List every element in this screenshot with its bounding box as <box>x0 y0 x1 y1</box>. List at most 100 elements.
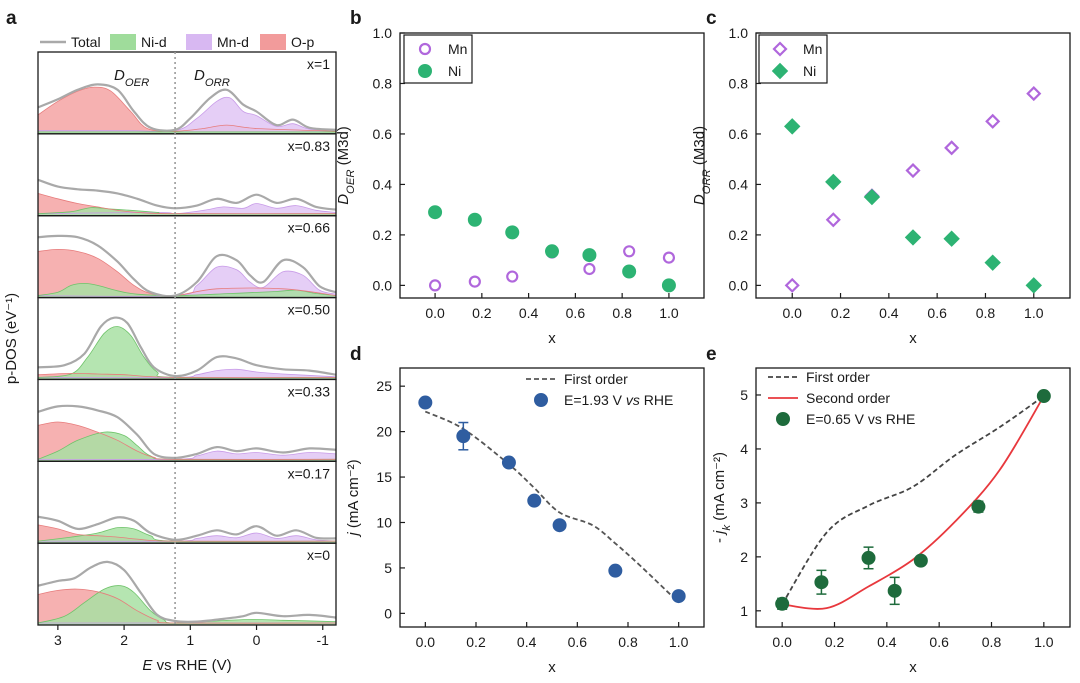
subplot-label: x=0 <box>307 547 330 563</box>
data-point <box>545 244 559 259</box>
legend-b: Mn Ni <box>403 34 473 84</box>
data-point <box>784 118 801 135</box>
y-tick-label: 10 <box>376 514 392 530</box>
legend-label: Mn-d <box>217 34 249 50</box>
x-tick-label: 0.4 <box>877 634 897 650</box>
plot-frame <box>399 367 705 628</box>
x-tick-label: 0.2 <box>831 305 851 321</box>
x-tick-label: 0.6 <box>568 634 588 650</box>
o-p-area <box>38 249 336 298</box>
data-point <box>506 270 519 283</box>
data-point <box>825 212 841 228</box>
data-point <box>887 583 902 598</box>
ni-outline <box>38 585 336 624</box>
data-point <box>985 113 1001 129</box>
op-outline <box>38 421 336 460</box>
data-point <box>1036 389 1051 404</box>
data-point <box>784 277 800 293</box>
legend-label: Mn <box>448 41 467 57</box>
dos-subplot: x=1 <box>37 51 337 135</box>
subplot-label: x=1 <box>307 56 330 72</box>
legend-swatch-o-p <box>260 34 286 50</box>
x-tick-label: 0.6 <box>927 305 947 321</box>
legend-swatch-mn-d <box>186 34 212 50</box>
mn-d-area <box>38 266 336 298</box>
data-point <box>861 550 876 565</box>
panel-a: x=1 x=0.83 x=0.66 x=0.50 x=0.33 x=0.17 x=0 DOER… <box>3 34 337 674</box>
legend-a: Total Ni-d Mn-d O-p <box>40 34 315 50</box>
series-mn <box>428 245 676 292</box>
subplot-label: x=0.17 <box>288 465 331 481</box>
dos-subplot: x=0.83 <box>37 133 337 217</box>
x-tick-label: -1 <box>317 632 330 648</box>
panel-label-b: b <box>350 8 362 29</box>
x-tick-label: 0.4 <box>517 634 537 650</box>
data-point <box>825 173 842 191</box>
legend-label: Ni <box>448 63 461 79</box>
y-tick-label: 4 <box>740 441 748 457</box>
panel-label-e: e <box>706 344 717 365</box>
total-dos-line <box>38 515 336 541</box>
x-tick-label: 0.6 <box>929 634 949 650</box>
data-point <box>456 429 471 444</box>
annotation-d-orr: DORR <box>194 67 230 89</box>
x-tick-label: 1.0 <box>1024 305 1044 321</box>
x-tick-label: 0.0 <box>772 634 792 650</box>
mn-d-area <box>38 97 336 134</box>
x-axis-label: x <box>548 659 556 676</box>
x-tick-label: 0.4 <box>879 305 899 321</box>
total-dos-line <box>38 316 336 378</box>
y-tick-label: 5 <box>740 387 748 403</box>
data-point <box>583 262 596 276</box>
y-tick-label: 0.4 <box>729 176 749 192</box>
mn-outline <box>38 265 336 297</box>
x-tick-label: 0.2 <box>466 634 486 650</box>
annotation-d-oer: DOER <box>114 67 149 89</box>
ni-d-area <box>38 527 336 544</box>
ni-d-area <box>38 283 336 298</box>
data-point <box>468 275 481 288</box>
y-tick-label: 25 <box>376 378 392 394</box>
y-tick-label: 0.4 <box>373 176 393 192</box>
legend-d: First order E=1.93 V vs RHE <box>526 371 673 408</box>
x-axis-label: E vs RHE (V) <box>142 657 231 674</box>
y-tick-label: 0.0 <box>729 277 749 293</box>
legend-label: First order <box>806 369 870 385</box>
mn-d-area <box>38 532 336 544</box>
x-tick-label: 0.0 <box>416 634 436 650</box>
panel-label-d: d <box>350 344 362 365</box>
x-tick-label: 0.6 <box>566 305 586 321</box>
x-tick-label: 0.2 <box>825 634 845 650</box>
legend-c: Mn Ni <box>758 34 828 84</box>
dos-subplot: x=0.17 <box>37 460 337 544</box>
data-point <box>501 455 516 470</box>
data-point <box>428 205 443 220</box>
dos-subplot: x=0 <box>37 542 337 626</box>
panel-d: 0.0 0.2 0.4 0.6 0.8 1.0 0 5 10 15 20 25 x j (mA cm⁻²)… <box>345 367 705 676</box>
data-point <box>428 279 442 292</box>
data-point <box>913 553 928 568</box>
subplot-label: x=0.33 <box>288 383 331 399</box>
data-point <box>662 251 676 264</box>
subplot-label: x=0.50 <box>288 302 331 318</box>
data-point <box>608 563 623 578</box>
legend-label: First order <box>564 371 628 387</box>
mn-outline <box>38 203 336 215</box>
y-tick-label: 0.8 <box>373 75 393 91</box>
data-point <box>943 230 960 247</box>
legend-box <box>758 34 828 84</box>
legend-swatch <box>776 412 790 426</box>
legend-swatch <box>418 64 432 78</box>
x-tick-label: 0.8 <box>982 634 1002 650</box>
series-first-order <box>424 410 680 604</box>
legend-swatch <box>771 62 789 80</box>
mn-d-area <box>38 203 336 216</box>
data-point <box>1025 277 1042 294</box>
subplot-label: x=0.83 <box>288 138 331 154</box>
y-axis-label: p-DOS (eV⁻¹) <box>3 293 20 384</box>
mn-d-area <box>38 451 336 462</box>
x-tick-label: 0.8 <box>976 305 996 321</box>
y-axis-label: DOER (M3d) <box>335 126 357 205</box>
x-axis-label: x <box>909 659 917 676</box>
series-e-1-93-v-vs-rhe <box>418 395 686 604</box>
